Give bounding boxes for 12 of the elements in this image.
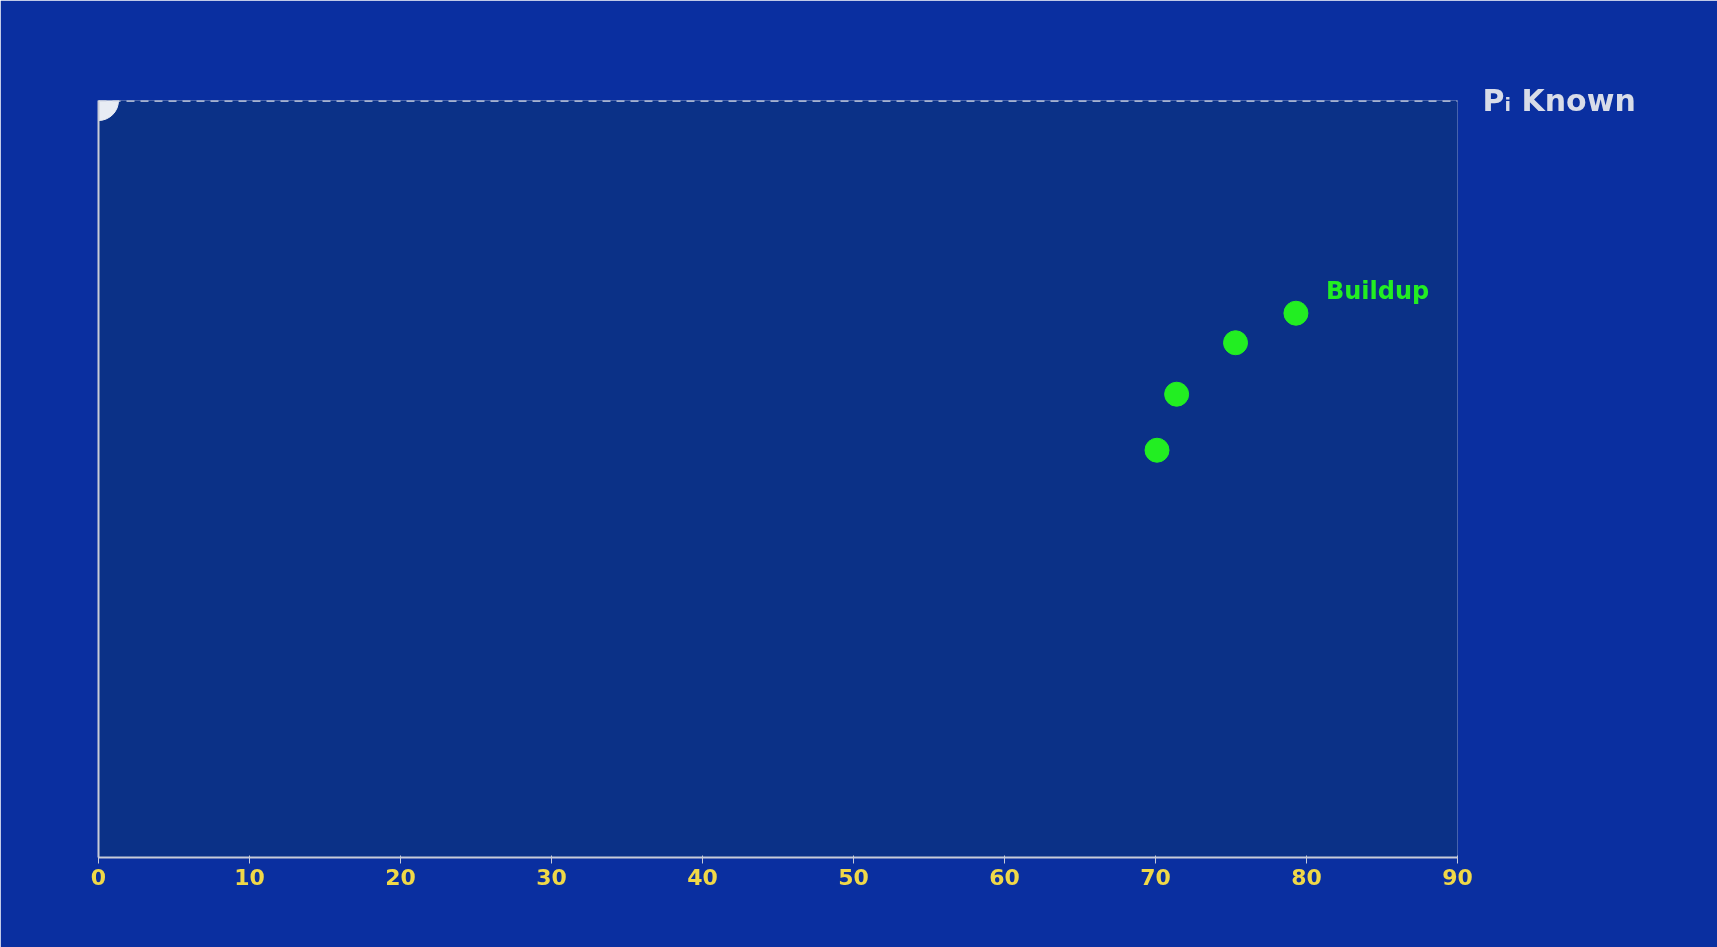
x-tick-label: 20 [385, 864, 416, 890]
series-label: Buildup [1325, 277, 1430, 306]
x-tick-label: 40 [687, 864, 718, 890]
x-tick-label: 10 [234, 864, 265, 890]
x-tick-label: 70 [1140, 864, 1171, 890]
x-tick-label: 80 [1291, 864, 1322, 890]
x-tick-label: 50 [838, 864, 869, 890]
x-tick-label: 30 [536, 864, 567, 890]
x-tick-label: 0 [90, 864, 107, 890]
x-tick-label: 60 [989, 864, 1020, 890]
ref-line-label: Pᵢ Known [1482, 83, 1636, 118]
x-tick-label: 90 [1442, 864, 1473, 890]
